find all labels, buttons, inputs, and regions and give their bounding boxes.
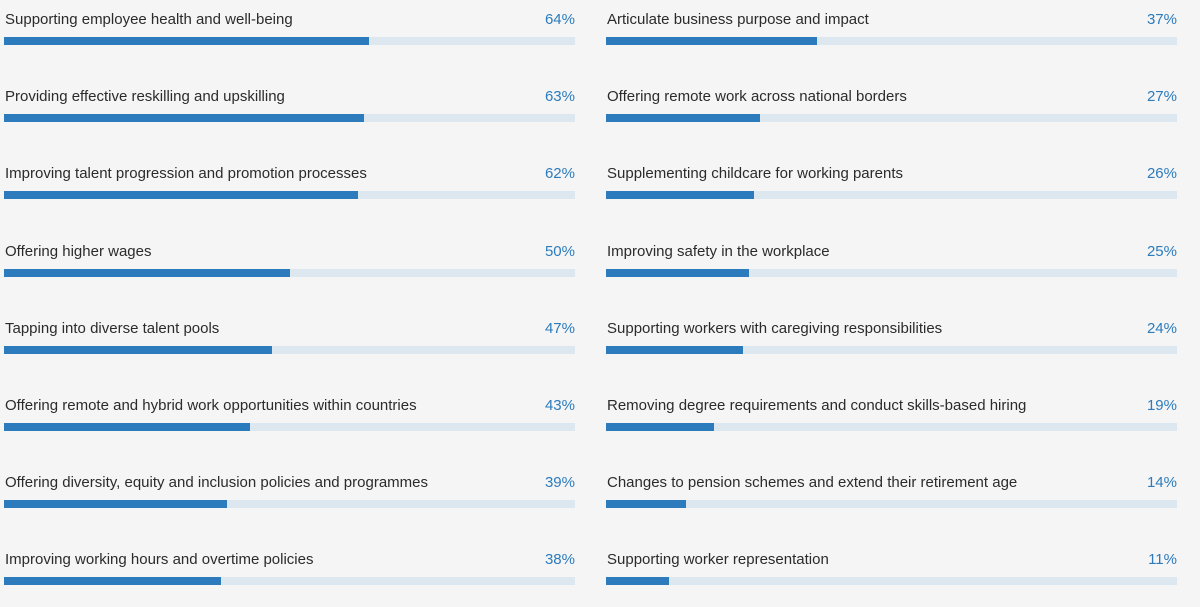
bar-fill bbox=[606, 577, 669, 586]
bar-fill bbox=[4, 500, 227, 509]
bar-track bbox=[4, 37, 575, 45]
bar-value-label: 37% bbox=[1146, 11, 1177, 28]
bar-track bbox=[4, 423, 575, 431]
bar-fill bbox=[4, 114, 364, 123]
bar-item: Tapping into diverse talent pools 47% bbox=[4, 309, 575, 359]
bar-item: Providing effective reskilling and upski… bbox=[4, 77, 575, 127]
bar-value-label: 50% bbox=[544, 242, 575, 260]
bar-fill bbox=[4, 191, 359, 200]
bar-item: Changes to pension schemes and extend th… bbox=[606, 463, 1177, 513]
bar-fill bbox=[606, 423, 715, 431]
bar-value-label: 27% bbox=[1146, 88, 1177, 106]
bar-label: Supporting workers with caregiving respo… bbox=[607, 319, 943, 337]
bar-value-label: 11% bbox=[1148, 551, 1177, 569]
bar-label: Changes to pension schemes and extend th… bbox=[607, 474, 1018, 492]
bar-fill bbox=[4, 37, 370, 45]
bar-fill bbox=[606, 268, 749, 277]
bar-track bbox=[606, 500, 1177, 509]
bar-fill bbox=[606, 345, 744, 354]
bar-track bbox=[4, 268, 575, 277]
bar-item: Supporting workers with caregiving respo… bbox=[606, 309, 1177, 359]
bar-item: Improving talent progression and promoti… bbox=[4, 154, 575, 204]
bar-track bbox=[606, 191, 1177, 200]
bar-value-label: 14% bbox=[1146, 474, 1177, 492]
bar-value-label: 62% bbox=[544, 165, 575, 183]
bar-fill bbox=[4, 345, 273, 354]
bar-item: Supporting worker representation 11% bbox=[606, 540, 1177, 590]
bar-value-label: 63% bbox=[544, 88, 575, 106]
bar-item: Removing degree requirements and conduct… bbox=[606, 386, 1177, 436]
bar-value-label: 39% bbox=[544, 474, 575, 492]
bar-fill bbox=[606, 191, 755, 200]
bar-item: Offering remote work across national bor… bbox=[606, 77, 1177, 127]
bar-track bbox=[4, 577, 575, 586]
bar-value-label: 26% bbox=[1146, 165, 1177, 183]
bar-item: Offering diversity, equity and inclusion… bbox=[4, 463, 575, 513]
bar-label: Articulate business purpose and impact bbox=[607, 11, 869, 28]
bar-track bbox=[4, 345, 575, 354]
bar-item: Supporting employee health and well-bein… bbox=[4, 0, 575, 50]
bar-value-label: 43% bbox=[544, 397, 575, 414]
bar-label: Offering remote and hybrid work opportun… bbox=[5, 397, 417, 414]
bar-fill bbox=[606, 500, 686, 509]
bar-label: Removing degree requirements and conduct… bbox=[607, 397, 1027, 414]
bar-value-label: 64% bbox=[544, 11, 575, 28]
bar-track bbox=[4, 114, 575, 123]
bar-item: Supplementing childcare for working pare… bbox=[606, 154, 1177, 204]
bar-label: Supplementing childcare for working pare… bbox=[607, 165, 903, 183]
bar-chart: Supporting employee health and well-bein… bbox=[4, 0, 1178, 607]
bar-value-label: 38% bbox=[544, 551, 575, 569]
bar-value-label: 19% bbox=[1146, 397, 1177, 414]
bar-track bbox=[606, 268, 1177, 277]
bar-track bbox=[606, 577, 1177, 586]
bar-fill bbox=[4, 423, 250, 431]
bar-fill bbox=[606, 114, 761, 123]
bar-track bbox=[606, 345, 1177, 354]
bar-item: Offering higher wages 50% bbox=[4, 232, 575, 282]
bar-track bbox=[606, 114, 1177, 123]
bar-track bbox=[4, 191, 575, 200]
bar-label: Supporting employee health and well-bein… bbox=[5, 11, 293, 28]
bar-item: Offering remote and hybrid work opportun… bbox=[4, 386, 575, 436]
bar-label: Supporting worker representation bbox=[607, 551, 829, 569]
bar-track bbox=[606, 37, 1177, 45]
bar-label: Providing effective reskilling and upski… bbox=[5, 88, 285, 106]
bar-label: Improving talent progression and promoti… bbox=[5, 165, 367, 183]
bar-label: Improving safety in the workplace bbox=[607, 242, 830, 260]
bar-track bbox=[606, 423, 1177, 431]
bar-fill bbox=[4, 268, 290, 277]
bar-label: Offering diversity, equity and inclusion… bbox=[5, 474, 428, 492]
bar-track bbox=[4, 500, 575, 509]
bar-value-label: 47% bbox=[544, 319, 575, 337]
bar-item: Improving safety in the workplace 25% bbox=[606, 232, 1177, 282]
bar-value-label: 24% bbox=[1146, 319, 1177, 337]
bar-value-label: 25% bbox=[1146, 242, 1177, 260]
bar-label: Offering remote work across national bor… bbox=[607, 88, 907, 106]
bar-item: Improving working hours and overtime pol… bbox=[4, 540, 575, 590]
bar-fill bbox=[606, 37, 818, 45]
bar-label: Offering higher wages bbox=[5, 242, 152, 260]
bar-item: Articulate business purpose and impact 37… bbox=[606, 0, 1177, 50]
bar-label: Improving working hours and overtime pol… bbox=[5, 551, 314, 569]
bar-fill bbox=[4, 577, 221, 586]
bar-label: Tapping into diverse talent pools bbox=[5, 319, 220, 337]
